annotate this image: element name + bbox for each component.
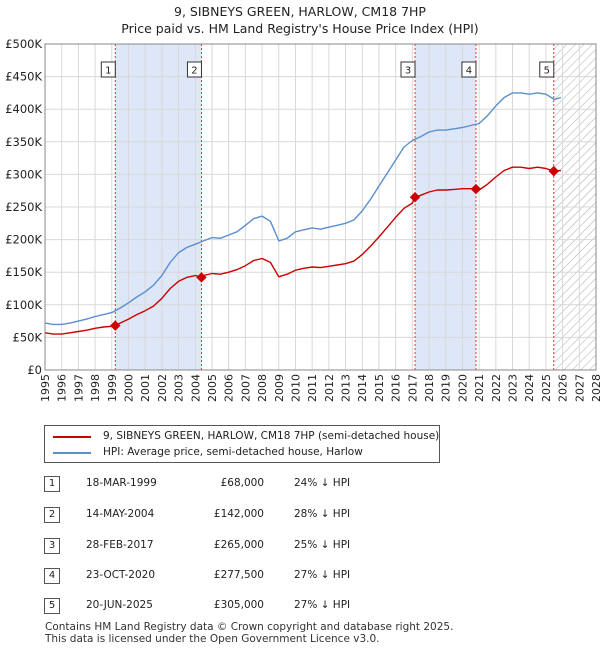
- transaction-number: 2: [44, 507, 60, 523]
- x-tick-label: 2023: [507, 374, 520, 402]
- sale-number-box: [186, 61, 202, 78]
- sale-number-label: 4: [466, 66, 472, 77]
- transaction-number: 3: [44, 538, 60, 554]
- x-tick-label: 2000: [122, 374, 135, 402]
- sale-number-label: 3: [405, 66, 411, 77]
- x-tick-label: 2002: [156, 374, 169, 402]
- transaction-row: 2 14-MAY-2004 £142,000 28% ↓ HPI: [44, 507, 424, 525]
- x-tick-label: 2020: [456, 374, 469, 402]
- transaction-hpi: 27% ↓ HPI: [294, 599, 351, 611]
- transaction-number: 5: [44, 598, 60, 614]
- sale-number-label: 1: [105, 66, 111, 77]
- hpi-line: [44, 92, 562, 326]
- sale-point: [110, 320, 121, 331]
- x-tick-label: 2012: [323, 374, 336, 402]
- x-tick-label: 2028: [590, 374, 600, 402]
- x-tick-label: 2027: [573, 374, 586, 402]
- legend-label-hpi: HPI: Average price, semi-detached house,…: [103, 446, 363, 458]
- y-tick-label: £450K: [5, 70, 42, 84]
- transaction-price: £265,000: [213, 539, 264, 551]
- y-tick-label: £300K: [5, 167, 42, 181]
- footer-licence: This data is licensed under the Open Gov…: [45, 633, 380, 645]
- x-tick-label: 2021: [473, 374, 486, 402]
- transaction-date: 28-FEB-2017: [86, 539, 154, 551]
- x-tick-label: 2018: [423, 374, 436, 402]
- x-tick-label: 2017: [406, 374, 419, 402]
- footer-copyright: Contains HM Land Registry data © Crown c…: [45, 621, 454, 633]
- legend-label-property: 9, SIBNEYS GREEN, HARLOW, CM18 7HP (semi…: [103, 430, 440, 442]
- x-tick-label: 2024: [523, 374, 536, 402]
- plot-frame: [44, 43, 597, 371]
- y-tick-label: £350K: [5, 135, 42, 149]
- transaction-price: £142,000: [213, 508, 264, 520]
- transaction-price: £277,500: [213, 569, 264, 581]
- sale-number-box: [539, 61, 555, 78]
- x-tick-label: 2011: [306, 374, 319, 402]
- transaction-price: £305,000: [213, 599, 264, 611]
- transaction-hpi: 25% ↓ HPI: [294, 539, 351, 551]
- x-tick-label: 2016: [390, 374, 403, 402]
- transaction-date: 14-MAY-2004: [86, 508, 155, 520]
- sale-number-box: [461, 61, 477, 78]
- x-tick-label: 2007: [239, 374, 252, 402]
- transaction-row: 1 18-MAR-1999 £68,000 24% ↓ HPI: [44, 476, 424, 494]
- y-tick-label: £0: [27, 363, 42, 377]
- y-tick-label: £200K: [5, 233, 42, 247]
- y-tick-label: £50K: [13, 330, 43, 344]
- x-tick-label: 2008: [256, 374, 269, 402]
- x-tick-label: 2026: [557, 374, 570, 402]
- y-tick-label: £150K: [5, 265, 42, 279]
- legend: 9, SIBNEYS GREEN, HARLOW, CM18 7HP (semi…: [44, 425, 440, 463]
- y-tick-label: £250K: [5, 200, 42, 214]
- x-tick-label: 2022: [490, 374, 503, 402]
- transaction-date: 20-JUN-2025: [86, 599, 153, 611]
- x-tick-label: 2019: [440, 374, 453, 402]
- sale-point: [548, 165, 559, 177]
- x-tick-label: 2006: [223, 374, 236, 402]
- y-tick-label: £400K: [5, 102, 42, 116]
- transaction-date: 23-OCT-2020: [86, 569, 155, 581]
- x-tick-label: 2014: [356, 374, 369, 402]
- x-tick-label: 2013: [340, 374, 353, 402]
- price-chart: 1 2 3 4 5 £0 £50K £100K £150K £200K £250K £300K £350…: [5, 37, 600, 402]
- legend-swatch-property: [53, 436, 91, 438]
- x-tick-label: 2009: [273, 374, 286, 402]
- y-tick-label: £500K: [5, 37, 42, 51]
- x-tick-label: 1996: [56, 374, 69, 402]
- sale-point: [470, 183, 482, 195]
- x-tick-label: 1997: [72, 374, 85, 402]
- x-tick-label: 2025: [540, 374, 553, 402]
- sale-number-label: 2: [191, 66, 197, 77]
- chart-title: 9, SIBNEYS GREEN, HARLOW, CM18 7HP: [174, 4, 426, 19]
- transaction-number: 1: [44, 476, 60, 492]
- y-tick-label: £100K: [5, 298, 42, 312]
- legend-swatch-hpi: [53, 452, 91, 454]
- x-tick-label: 2001: [139, 374, 152, 402]
- x-tick-label: 2010: [289, 374, 302, 402]
- sale-number-label: 5: [544, 66, 550, 77]
- x-tick-label: 1998: [89, 374, 102, 402]
- transaction-hpi: 24% ↓ HPI: [294, 477, 351, 489]
- sale-point: [409, 192, 421, 203]
- x-tick-label: 2005: [206, 374, 219, 402]
- sale-number-box: [400, 61, 416, 78]
- chart-subtitle: Price paid vs. HM Land Registry's House …: [121, 21, 479, 36]
- x-tick-label: 2015: [373, 374, 386, 402]
- transaction-row: 5 20-JUN-2025 £305,000 27% ↓ HPI: [44, 598, 424, 616]
- sale-point: [196, 272, 207, 283]
- transaction-hpi: 28% ↓ HPI: [294, 508, 351, 520]
- x-tick-label: 2003: [173, 374, 186, 402]
- transaction-row: 4 23-OCT-2020 £277,500 27% ↓ HPI: [44, 568, 424, 586]
- transaction-number: 4: [44, 568, 60, 584]
- sale-number-box: [100, 61, 116, 78]
- x-tick-label: 1999: [106, 374, 119, 402]
- transaction-price: £68,000: [220, 477, 264, 489]
- transaction-date: 18-MAR-1999: [86, 477, 157, 489]
- transaction-hpi: 27% ↓ HPI: [294, 569, 351, 581]
- transaction-row: 3 28-FEB-2017 £265,000 25% ↓ HPI: [44, 538, 424, 556]
- x-tick-label: 1995: [39, 374, 52, 402]
- x-tick-label: 2004: [189, 374, 202, 402]
